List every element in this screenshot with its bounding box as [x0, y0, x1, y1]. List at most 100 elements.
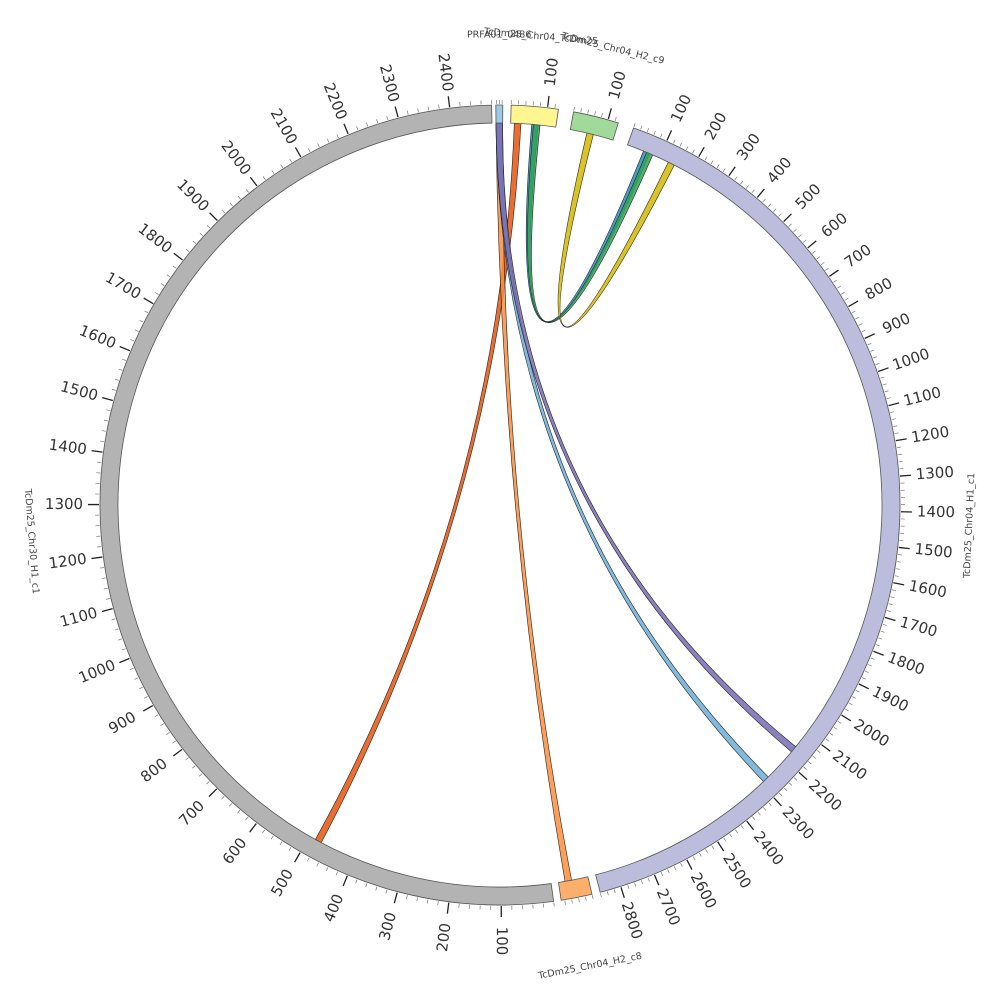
minor-tick	[104, 420, 108, 421]
minor-tick	[794, 778, 797, 781]
minor-tick	[825, 268, 828, 270]
minor-tick	[838, 721, 841, 723]
minor-tick	[112, 619, 116, 620]
major-tick	[718, 842, 724, 851]
tick-label: 900	[880, 309, 914, 337]
minor-tick	[641, 126, 642, 130]
minor-tick	[112, 389, 116, 390]
minor-tick	[887, 611, 891, 612]
tick-label: 2300	[376, 62, 403, 104]
major-tick	[885, 617, 896, 620]
major-tick	[608, 108, 611, 119]
minor-tick	[122, 649, 126, 650]
minor-tick	[173, 266, 176, 268]
minor-tick	[794, 229, 797, 232]
minor-tick	[789, 224, 792, 227]
minor-tick	[145, 311, 149, 313]
segment-arc-chr30_h1	[100, 105, 554, 905]
tick-label: 2800	[618, 900, 647, 942]
minor-tick	[628, 885, 629, 889]
major-tick	[250, 823, 257, 832]
major-tick	[655, 875, 659, 885]
minor-tick	[706, 849, 708, 852]
major-tick	[893, 583, 904, 585]
minor-tick	[724, 838, 726, 841]
minor-tick	[417, 897, 418, 901]
minor-tick	[821, 262, 824, 264]
major-tick	[621, 887, 624, 897]
tick-label: 500	[267, 866, 297, 900]
minor-tick	[377, 119, 378, 123]
minor-tick	[607, 891, 608, 895]
major-tick	[859, 684, 869, 689]
major-tick	[102, 609, 113, 612]
minor-tick	[779, 214, 782, 217]
minor-tick	[803, 240, 806, 243]
minor-tick	[281, 165, 283, 168]
minor-tick	[693, 856, 695, 860]
tick-label: 2400	[434, 52, 457, 92]
tick-label: 2200	[320, 80, 351, 122]
minor-tick	[130, 668, 134, 670]
minor-tick	[892, 419, 896, 420]
minor-tick	[207, 225, 210, 228]
tick-label: 600	[818, 209, 852, 241]
minor-tick	[779, 793, 782, 796]
minor-tick	[878, 638, 882, 639]
minor-tick	[155, 715, 158, 717]
minor-tick	[865, 671, 869, 673]
major-tick	[174, 253, 183, 260]
minor-tick	[898, 454, 902, 455]
tick-label: 1600	[77, 321, 119, 352]
major-tick	[343, 876, 347, 886]
minor-tick	[115, 379, 119, 380]
minor-tick	[100, 441, 104, 442]
minor-tick	[290, 159, 292, 162]
minor-tick	[705, 157, 707, 160]
major-tick	[878, 368, 888, 372]
major-tick	[92, 451, 103, 452]
tick-label: 1900	[869, 682, 911, 715]
minor-tick	[186, 249, 189, 252]
minor-tick	[730, 834, 732, 837]
minor-tick	[386, 890, 387, 894]
major-tick	[295, 853, 300, 863]
minor-tick	[674, 866, 676, 870]
minor-tick	[222, 210, 225, 213]
tick-label: 400	[763, 154, 795, 188]
segment-arc-chr04_h2_c8	[558, 877, 592, 901]
major-tick	[873, 651, 883, 655]
minor-tick	[784, 788, 787, 791]
major-tick	[120, 347, 130, 351]
minor-tick	[826, 739, 829, 741]
minor-tick	[717, 164, 719, 167]
minor-tick	[155, 293, 158, 295]
minor-tick	[808, 761, 811, 764]
tick-label: 1000	[76, 656, 118, 687]
minor-tick	[366, 123, 367, 127]
tick-label: 900	[105, 708, 139, 738]
minor-tick	[654, 131, 656, 135]
minor-tick	[817, 257, 820, 259]
minor-tick	[615, 117, 616, 121]
minor-tick	[873, 357, 877, 358]
minor-tick	[356, 880, 357, 884]
tick-label: 1700	[898, 613, 940, 641]
tick-label: 1800	[885, 648, 927, 679]
minor-tick	[271, 836, 273, 839]
major-tick	[667, 130, 672, 140]
minor-tick	[871, 658, 875, 660]
minor-tick	[892, 590, 896, 591]
tick-label: 1300	[915, 463, 954, 484]
segment-arc-chr04_sm	[511, 105, 559, 127]
minor-tick	[135, 330, 139, 332]
minor-tick	[723, 168, 725, 171]
minor-tick	[893, 426, 897, 427]
tick-label: 1900	[173, 175, 213, 215]
minor-tick	[876, 363, 880, 364]
major-tick	[822, 745, 831, 752]
minor-tick	[699, 853, 701, 856]
major-tick	[447, 903, 448, 914]
tick-label: 1500	[914, 540, 954, 562]
minor-tick	[246, 189, 249, 192]
